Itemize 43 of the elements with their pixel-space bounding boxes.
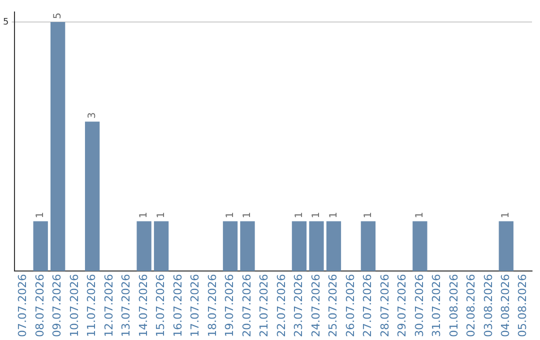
data-label: 1 [156,212,167,218]
x-tick-label: 15.07.2026 [154,274,168,338]
x-tick-label: 27.07.2026 [361,274,374,338]
x-tick-label: 12.07.2026 [102,274,116,338]
x-tick-label: 11.07.2026 [85,274,98,338]
data-label: 1 [138,212,150,218]
x-tick-label: 24.07.2026 [309,274,322,338]
data-label: 1 [414,212,426,218]
x-tick-label: 20.07.2026 [240,274,254,338]
x-tick-label: 28.07.2026 [378,274,392,338]
data-label: 1 [294,212,305,218]
data-label: 3 [86,112,98,119]
x-tick-label: 30.07.2026 [412,274,426,338]
x-tick-label: 25.07.2026 [326,274,340,338]
x-tick-label: 29.07.2026 [396,274,409,338]
data-label: 1 [35,212,46,218]
x-tick-label: 19.07.2026 [223,274,236,338]
x-tick-label: 08.07.2026 [33,274,46,338]
x-tick-label: 31.07.2026 [430,274,444,338]
x-tick-label: 01.08.2026 [447,274,460,338]
x-tick-label: 22.07.2026 [274,274,288,338]
x-tick-label: 23.07.2026 [292,274,306,338]
x-tick-label: 26.07.2026 [344,274,357,338]
x-tick-label: 17.07.2026 [188,274,202,338]
data-label: 5 [52,12,64,19]
x-tick-label: 18.07.2026 [206,274,219,338]
data-label: 1 [311,212,322,218]
x-tick-label: 16.07.2026 [171,274,184,338]
x-tick-label: 10.07.2026 [68,274,81,338]
x-tick-label: 04.08.2026 [498,274,512,338]
x-tick-label: 21.07.2026 [258,274,271,338]
data-label: 1 [362,212,374,218]
x-tick-label: 07.07.2026 [16,274,30,338]
data-label: 1 [242,212,254,218]
x-tick-label: 13.07.2026 [120,274,133,338]
x-tick-label: 05.08.2026 [516,274,530,338]
x-tick-label: 14.07.2026 [136,274,150,338]
x-tick-label: 02.08.2026 [464,274,478,338]
data-label: 1 [224,212,236,218]
x-tick-label: 09.07.2026 [50,274,64,338]
data-label: 1 [328,212,340,218]
data-label: 1 [500,212,512,218]
x-tick-label: 03.08.2026 [482,274,495,338]
